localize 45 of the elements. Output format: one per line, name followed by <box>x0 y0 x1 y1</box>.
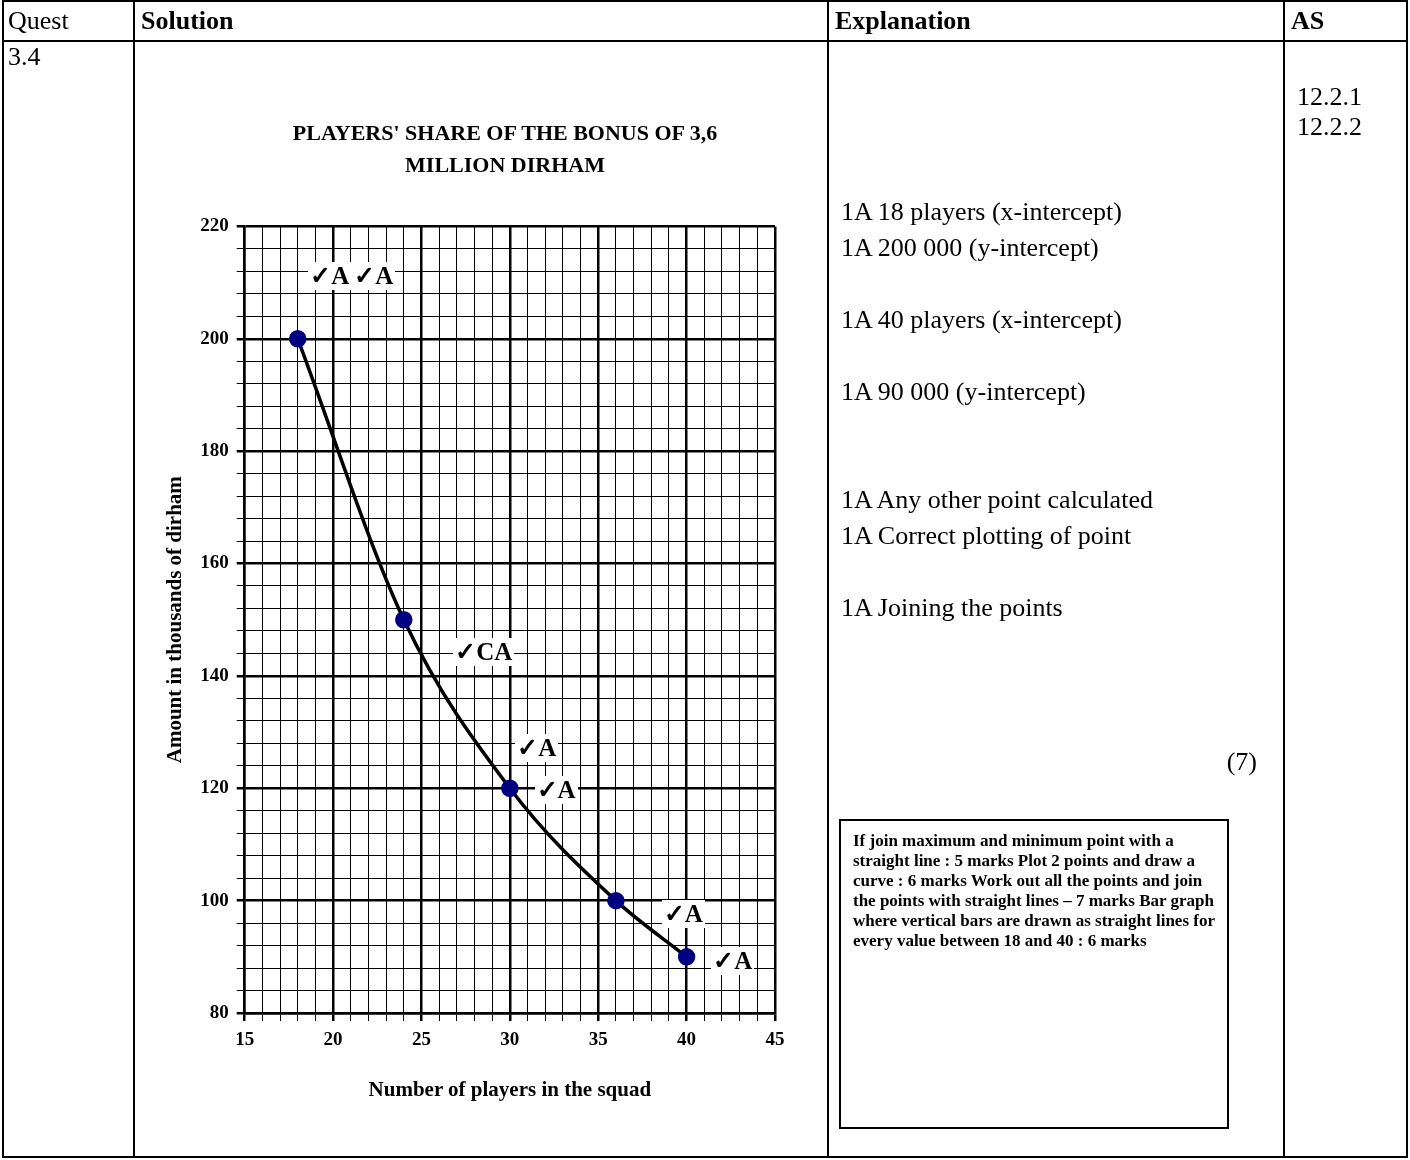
x-axis-title: Number of players in the squad <box>368 1076 652 1101</box>
y-tick-label: 100 <box>200 888 229 910</box>
y-tick-label: 200 <box>200 326 229 348</box>
text: AS <box>1284 1 1407 41</box>
text: 1A Correct plotting of point <box>841 521 1132 551</box>
annotation: ✓A <box>534 776 578 805</box>
text: 1A 90 000 (y-intercept) <box>841 377 1086 407</box>
y-tick-label: 140 <box>200 663 229 685</box>
x-tick-label: 35 <box>588 1028 608 1050</box>
y-tick-label: 160 <box>200 551 229 573</box>
text: 1A Any other point calculated <box>841 485 1153 515</box>
annotation: ✓A <box>515 733 559 762</box>
point <box>501 779 519 798</box>
text: (7) <box>1226 747 1257 777</box>
text: If join maximum and minimum point with a straight line : 5 marks Plot 2 points and draw a curve : 6 marks Work out all the points and join the points with straight lines – 7 marks Bar graph where vertical bars are drawn as straight lines for every value between 18 and 40 : 6 marks <box>839 819 1229 1129</box>
x-tick-label: 40 <box>677 1028 697 1050</box>
point <box>677 948 696 966</box>
annotation: ✓CA <box>453 638 515 667</box>
y-axis-title: Amount in thousands of dirham <box>162 475 187 764</box>
text: 12.2.1 <box>1297 82 1363 112</box>
chart-title: PLAYERS' SHARE OF THE BONUS OF 3,6 MILLION DIRHAM <box>291 119 719 179</box>
x-tick-label: 30 <box>500 1028 520 1050</box>
text: Solution <box>134 1 828 41</box>
point <box>288 330 307 348</box>
y-tick-label: 120 <box>200 776 229 798</box>
x-tick-label: 20 <box>323 1028 343 1050</box>
text: 12.2.2 <box>1297 112 1363 142</box>
annotation: ✓A ✓A <box>308 261 396 290</box>
y-tick-label: 80 <box>209 1000 229 1022</box>
text: Explanation <box>828 1 1284 41</box>
text: Quest <box>3 1 134 41</box>
y-tick-label: 220 <box>200 214 229 236</box>
text: 1A 200 000 (y-intercept) <box>841 233 1099 263</box>
point <box>607 891 625 910</box>
annotation: ✓A <box>661 899 705 928</box>
x-tick-label: 25 <box>411 1028 431 1050</box>
text: 1A 40 players (x-intercept) <box>841 305 1122 335</box>
text: 1A 18 players (x-intercept) <box>841 197 1122 227</box>
x-tick-label: 15 <box>235 1028 255 1050</box>
text: 3.4 <box>3 41 134 1157</box>
text: 1A Joining the points <box>841 593 1063 623</box>
y-tick-label: 180 <box>200 439 229 461</box>
annotation: ✓A <box>711 947 755 976</box>
x-tick-label: 45 <box>765 1028 785 1050</box>
point <box>395 610 413 629</box>
